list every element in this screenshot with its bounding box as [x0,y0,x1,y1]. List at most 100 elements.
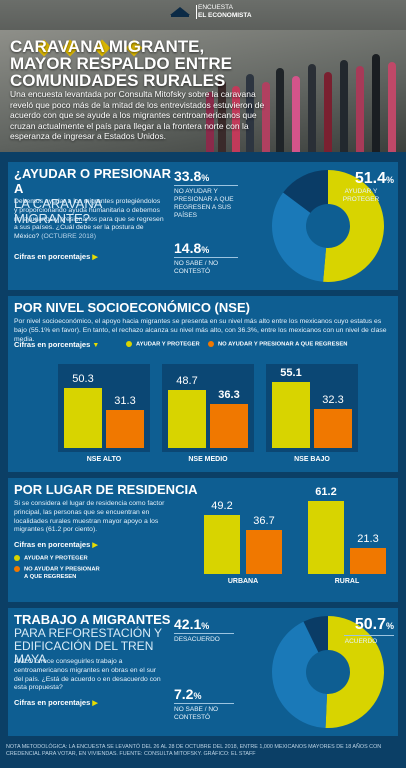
legend-swatch-yellow [14,555,20,561]
legend-swatch-orange [14,566,20,572]
brand-line-1: ENCUESTA [198,4,233,11]
section-1-title: ¿AYUDAR O PRESIONAR A [14,166,171,196]
crowd-figure [276,68,284,152]
x-axis-label: NSE BAJO [294,456,330,463]
bar-rural-ayudar [308,500,344,574]
hero-banner: ENCUESTA EL ECONOMISTA CARAVANA MIGRANTE… [0,0,406,152]
donut2-slice-desacuerdo [272,621,328,728]
section-trabajo: TRABAJO A MIGRANTES PARA REFORESTACIÓN Y… [8,608,398,736]
section-nse: POR NIVEL SOCIOECONÓMICO (NSE) Por nivel… [8,296,398,472]
crowd-figure [372,54,380,152]
donut2-name-c: NO SABE / NO CONTESTÓ [174,706,219,721]
newspaper-logo-icon [168,5,192,19]
donut1-slice-ayudar [323,170,384,282]
donut2-value-c: 7.2 [174,686,194,702]
x-axis-label: NSE MEDIO [188,456,228,463]
bar-value-label: 61.2 [315,485,337,498]
arrow-right-icon: ▶ [92,542,98,549]
methodology-note: NOTA METODOLÓGICA: LA ENCUESTA SE LEVANT… [6,744,382,758]
legend-label-ayudar: AYUDAR Y PROTEGER [136,341,200,348]
section-1-date: (OCTUBRE 2018) [41,233,96,241]
page-title-line-1: CARAVANA MIGRANTE, [10,37,205,56]
bar-chart-residencia: 49.2 36.7 URBANA 61.2 21.3 RURAL [184,486,398,602]
donut1-label-a: 51.4% AYUDAR Y PROTEGER [328,170,394,204]
legend-label-no-ayudar-2b: A QUE REGRESEN [24,574,77,581]
legend-item-no-ayudar: NO AYUDAR Y PRESIONAR A QUE REGRESEN [208,341,347,348]
crowd-figure [324,72,332,152]
section-4-body: AMLO ofrece conseguirles trabajo a centr… [14,658,161,692]
section-3-cifras: Cifras en porcentajes [14,540,91,549]
bar-value-label: 55.1 [280,366,302,379]
footer: NOTA METODOLÓGICA: LA ENCUESTA SE LEVANT… [0,740,406,768]
section-4-title: TRABAJO A MIGRANTES [14,612,171,627]
donut1-name-b: NO AYUDAR Y PRESIONAR A QUE REGRESEN A S… [174,188,234,219]
donut1-label-c: 14.8% NO SABE / NO CONTESTÓ [174,240,254,276]
page-title-line-3: COMUNIDADES RURALES [10,71,226,90]
donut2-label-b: 42.1% DESACUERDO [174,616,254,644]
section-residencia: POR LUGAR DE RESIDENCIA Si se considera … [8,478,398,602]
crowd-figure [388,62,396,152]
bar-nse-alto-no-ayudar [106,410,144,448]
section-1-subtitle: LA CARAVANA MIGRANTE? [14,196,102,226]
legend-swatch-orange [208,341,214,347]
bar-value-label: 36.3 [218,389,240,402]
bar-value-label: 36.7 [253,514,275,527]
donut2-label-c: 7.2% NO SABE / NO CONTESTÓ [174,686,254,722]
section-2-body: Por nivel socioeconómico, el apoyo hacia… [14,318,387,343]
donut2-slice-acuerdo [325,616,384,728]
section-2-cifras: Cifras en porcentajes [14,340,91,349]
bar-rural-no-ayudar [350,548,386,574]
brand-divider [196,5,202,19]
bar-urbana-no-ayudar [246,529,282,574]
legend-label-ayudar-2: AYUDAR Y PROTEGER [24,555,88,562]
page-title-line-2: MAYOR RESPALDO ENTRE [10,54,232,73]
donut2-name-b: DESACUERDO [174,636,220,643]
arrow-right-icon: ▶ [92,254,98,261]
donut1-slice-no-sabe [283,170,328,213]
crowd-figure [218,80,226,152]
section-3-title: POR LUGAR DE RESIDENCIA [14,482,198,497]
section-4-cifras: Cifras en porcentajes [14,698,91,707]
donut1-value-a: 51.4 [354,170,386,187]
crowd-figure [206,92,214,152]
bar-nse-medio-no-ayudar [210,404,248,448]
section-2-title: POR NIVEL SOCIOECONÓMICO (NSE) [14,300,250,315]
legend-label-no-ayudar: NO AYUDAR Y PRESIONAR A QUE REGRESEN [218,341,348,348]
legend-item-no-ayudar-2: NO AYUDAR Y PRESIONAR A QUE REGRESEN [14,566,100,582]
bar-value-label: 32.3 [322,394,344,407]
section-1-cifras: Cifras en porcentajes [14,252,91,261]
hero-photo [0,30,406,152]
donut1-name-c: NO SABE / NO CONTESTÓ [174,260,219,275]
bar-nse-bajo-no-ayudar [314,409,352,448]
bar-nse-medio-ayudar [168,389,206,448]
arrow-right-icon: ▶ [92,700,98,707]
arrow-down-icon: ▼ [92,342,100,349]
bar-nse-alto-ayudar [64,387,102,448]
x-axis-label: URBANA [227,578,259,585]
bar-value-label: 50.3 [72,372,94,385]
legend-item-ayudar: AYUDAR Y PROTEGER [126,341,200,348]
donut1-label-b: 33.8% NO AYUDAR Y PRESIONAR A QUE REGRES… [174,168,254,220]
legend-label-no-ayudar-2a: NO AYUDAR Y PRESIONAR [24,566,100,573]
crowd-figure [308,64,316,152]
section-4-subtitle-1: PARA REFORESTACIÓN Y [14,626,163,640]
brand-line-2: EL ECONOMISTA [198,12,252,19]
crowd-figure [292,76,300,152]
donut1-value-c: 14.8 [174,240,202,256]
bar-value-label: 31.3 [114,395,136,408]
section-ayudar-presionar: ¿AYUDAR O PRESIONAR A LA CARAVANA MIGRAN… [8,162,398,290]
donut2-value-b: 42.1 [174,616,202,632]
lead-paragraph: Una encuesta levantada por Consulta Mito… [10,89,265,141]
crowd-figure [340,60,348,152]
donut2-name-a: ACUERDO [344,638,378,645]
section-1-body: Debemos ayudar a los migrantes protegién… [14,198,164,241]
donut-chart-1 [272,170,384,282]
x-axis-label: NSE ALTO [86,456,122,463]
crowd-figure [246,74,254,152]
crowd-figure [232,86,240,152]
x-axis-label: RURAL [334,578,360,585]
bar-value-label: 49.2 [211,499,233,512]
donut1-name-a: AYUDAR Y PROTEGER [342,188,380,203]
donut2-slice-no-sabe [303,616,328,653]
section-4-subtitle-2: EDIFICACIÓN DEL TREN MAYA [14,639,154,666]
